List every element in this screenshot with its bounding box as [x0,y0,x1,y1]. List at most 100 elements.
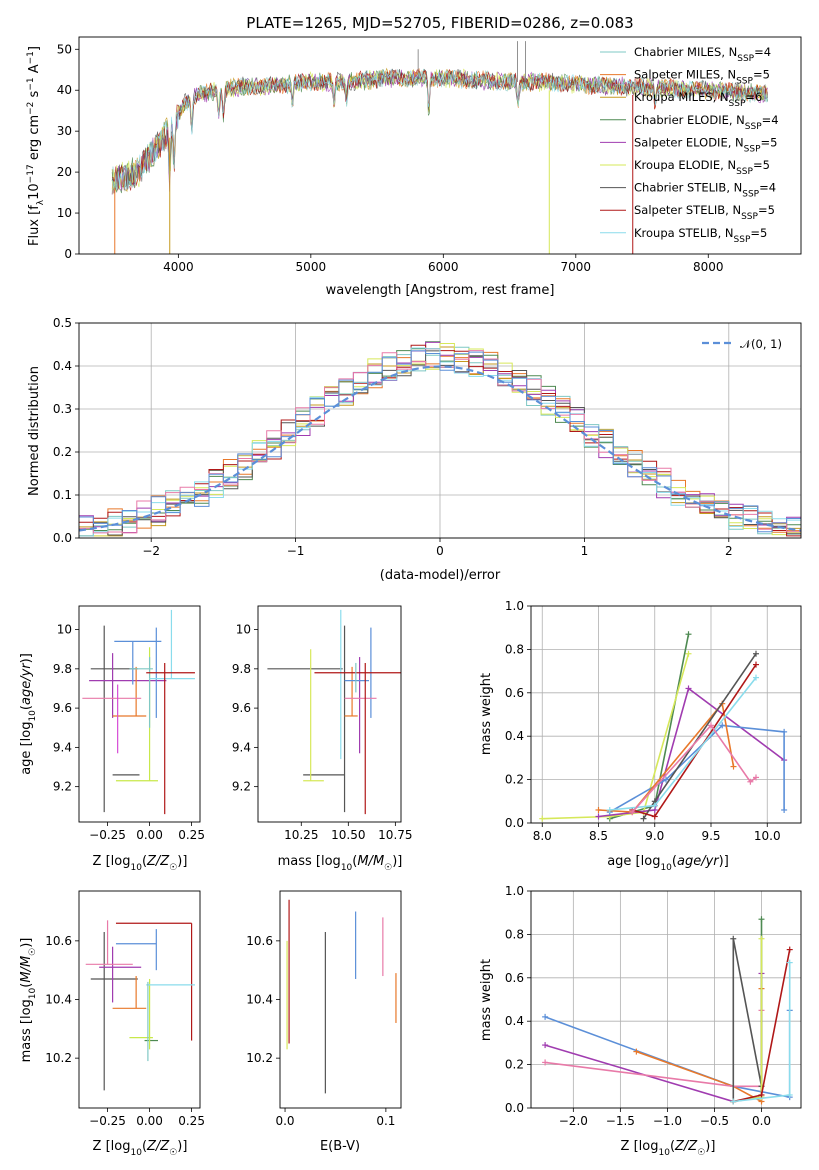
legend-label: Salpeter ELODIE, NSSP=5 [634,135,777,154]
legend-label: Salpeter STELIB, NSSP=5 [634,203,775,222]
y-tick-label: 0.2 [505,773,524,787]
y-tick-label: 0.8 [505,927,524,941]
x-axis-label: mass [log10(M/M☉)] [278,854,403,873]
y-tick-label: 9.8 [53,662,72,676]
y-tick-label: 0.6 [505,686,524,700]
y-axis-label: mass weight [479,673,494,755]
y-tick-label: 10.6 [246,934,273,948]
x-axis-label: (data-model)/error [380,568,501,583]
legend-label: Kroupa ELODIE, NSSP=5 [634,158,770,177]
y-tick-label: 10.4 [45,993,72,1007]
y-tick-label: 9.8 [232,662,251,676]
legend: 𝒩(0, 1) [702,337,782,351]
x-tick-label: 9.5 [701,829,720,843]
x-tick-label: 0.25 [178,1114,205,1128]
y-tick-label: 10.2 [246,1051,273,1065]
x-tick-label: −0.25 [89,828,126,842]
weight-line [598,701,735,813]
axes-age_vs_mass: 10.25 10.50 10.75 9.2 9.4 9.6 9.8 10 [232,605,413,842]
x-tick-label: 0.25 [178,828,205,842]
x-tick-label: 8.0 [533,829,552,843]
plot-area-age_vs_mass [267,609,401,815]
y-tick-label: 10.4 [246,993,273,1007]
x-axis-label: Z [log10(Z/Z☉)] [621,1139,716,1158]
gaussian-curve [79,365,801,532]
axes-frame [78,322,802,539]
x-tick-label: −0.25 [89,1114,126,1128]
axes-weight_vs_Z: −2.0 −1.5 −1.0 −0.5 0.0 0.0 0.2 0.4 0.6 0.8 1.0 [505,884,802,1128]
x-tick-label: 1 [581,544,589,558]
y-tick-label: 0.4 [505,729,524,743]
axes-weight_vs_age: 8.0 8.5 9.0 9.5 10.0 0.0 0.2 0.4 0.6 0.8 1.0 [505,599,802,843]
x-tick-label: 10.0 [754,829,781,843]
x-tick-label: 0.00 [136,1114,163,1128]
axes-frame [279,890,402,1109]
legend-label: Kroupa MILES, NSSP=6 [634,90,762,109]
y-tick-label: 0.2 [505,1058,524,1072]
y-tick-label: 9.2 [232,780,251,794]
spectrum-line [112,68,768,191]
plot-area-mass_vs_ebv [286,899,397,1094]
axes-mass_vs_ebv: 0.0 0.1 10.2 10.4 10.6 [246,890,402,1128]
y-tick-label: 9.6 [53,701,72,715]
x-tick-label: 4000 [163,260,194,274]
weight-line [732,938,763,1102]
y-tick-label: 9.4 [232,740,251,754]
y-tick-label: 30 [57,124,72,138]
y-axis-label: mass [log10(M/M☉)] [19,938,38,1063]
x-tick-label: −1.5 [606,1114,635,1128]
y-axis-label: Flux [fλ10−17 erg cm−2 s−1 A−1] [26,46,46,246]
plot-area-weight_vs_age [539,631,788,822]
axes-frame [530,605,802,824]
x-tick-label: 5000 [296,260,327,274]
y-tick-label: 0.1 [53,488,72,502]
x-tick-label: 10.75 [378,828,412,842]
weight-line [636,988,763,1103]
x-tick-label: 10.25 [284,828,318,842]
legend-label: Chabrier ELODIE, NSSP=4 [634,113,779,132]
axes-mass_vs_Z: −0.25 0.00 0.25 10.2 10.4 10.6 [45,890,205,1128]
y-axis-label: Normed distribution [27,366,42,496]
x-tick-label: 0.0 [752,1114,771,1128]
y-tick-label: 0.6 [505,971,524,985]
y-tick-label: 0.3 [53,402,72,416]
x-axis-label: wavelength [Angstrom, rest frame] [326,283,555,298]
x-axis-label: E(B-V) [320,1139,360,1154]
spectrum-line [111,67,768,193]
weight-line [544,973,763,1103]
x-tick-label: 8.5 [589,829,608,843]
y-tick-label: 50 [57,42,72,56]
axes-frame [78,605,201,823]
legend-label: Chabrier MILES, NSSP=4 [634,45,771,64]
axes-frame [78,890,201,1109]
legend-label: Kroupa STELIB, NSSP=5 [634,226,767,245]
axes-frame [257,605,402,823]
y-tick-label: 0.8 [505,642,524,656]
axes-frame [78,36,802,255]
x-tick-label: 0.1 [376,1114,395,1128]
legend-label: Salpeter MILES, NSSP=5 [634,68,770,87]
y-tick-label: 10.2 [45,1051,72,1065]
x-tick-label: 7000 [561,260,592,274]
x-tick-label: 0 [436,544,444,558]
axes-residuals: −2 −1 0 1 2 0.0 0.1 0.2 0.3 0.4 0.5 [53,316,802,558]
axes-spectrum: 4000 5000 6000 7000 8000 0 10 20 30 40 50 [57,36,802,274]
y-tick-label: 10 [57,206,72,220]
y-tick-label: 10 [236,623,251,637]
y-tick-label: 9.2 [53,780,72,794]
x-tick-label: 6000 [428,260,459,274]
y-tick-label: 1.0 [505,599,524,613]
y-axis-label: age [log10(age/yr)] [19,653,38,775]
x-axis-label: Z [log10(Z/Z☉)] [93,854,188,873]
figure-title-text: PLATE=1265, MJD=52705, FIBERID=0286, z=0… [246,14,633,32]
y-tick-label: 10 [57,623,72,637]
legend: Chabrier MILES, NSSP=4 Salpeter MILES, NS… [600,45,779,245]
y-tick-label: 20 [57,165,72,179]
y-tick-label: 40 [57,83,72,97]
x-tick-label: 9.0 [645,829,664,843]
y-tick-label: 9.6 [232,701,251,715]
y-tick-label: 0.5 [53,316,72,330]
y-tick-label: 0.0 [53,531,72,545]
x-tick-label: −0.5 [700,1114,729,1128]
